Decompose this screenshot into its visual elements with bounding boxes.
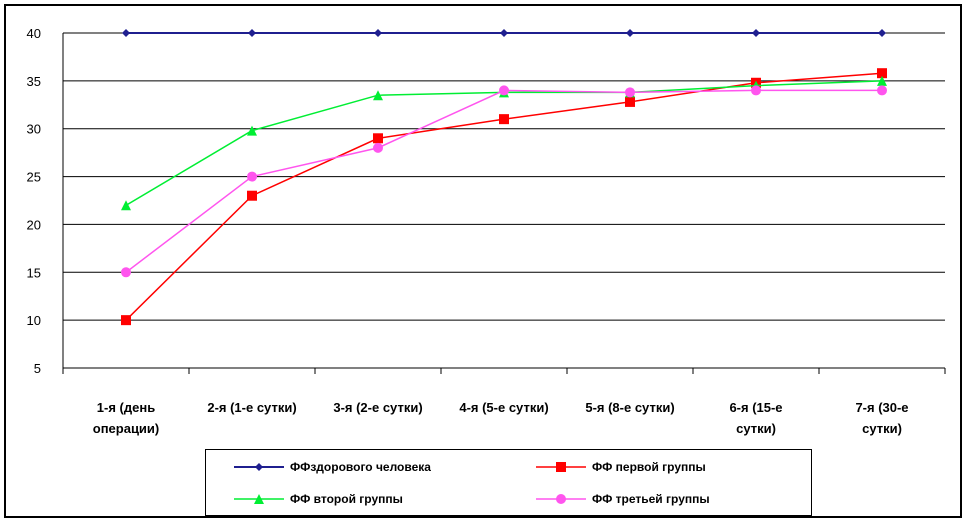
data-point [626,29,634,37]
legend-label-group3: ФФ третьей группы [592,492,710,506]
data-point [248,29,256,37]
x-tick-label: 4-я (5-е сутки) [459,400,548,415]
x-tick-label: 1-я (день операции) [93,400,160,436]
data-point [121,267,131,278]
data-point [373,90,383,101]
data-point [373,133,383,144]
chart-frame [4,4,962,518]
data-point [374,29,382,37]
data-point [499,114,509,125]
x-tick-label: 7-я (30-е сутки) [855,400,908,436]
x-tick-label: 3-я (2-е сутки) [333,400,422,415]
legend-item-group3: ФФ третьей группы [536,488,710,510]
data-point [625,96,635,107]
series-line [125,72,883,321]
y-tick-label: 25 [27,170,41,185]
legend-label-healthy: ФФздорового человека [290,460,431,474]
y-tick-label: 5 [34,361,41,376]
x-tick-label: 6-я (15-е сутки) [729,400,782,436]
data-point [877,75,887,86]
data-point [373,142,383,153]
legend-label-group1: ФФ первой группы [592,460,706,474]
legend-item-healthy: ФФздорового человека [234,456,431,478]
data-point [247,125,257,136]
data-point [499,85,509,96]
data-point [751,85,761,96]
legend-marker-group3 [536,494,586,504]
chart-legend: ФФздорового человека ФФ первой группы ФФ… [205,449,812,516]
y-tick-label: 35 [27,74,41,89]
data-point [625,87,635,98]
y-tick-label: 10 [27,313,41,328]
data-point [121,200,131,211]
y-tick-label: 15 [27,265,41,280]
legend-marker-group2 [234,494,284,504]
data-point [121,315,131,326]
x-tick-label: 5-я (8-е сутки) [585,400,674,415]
legend-marker-healthy [234,463,284,471]
legend-item-group2: ФФ второй группы [234,488,403,510]
y-tick-label: 20 [27,217,41,232]
y-tick-label: 40 [27,26,41,41]
data-point [877,85,887,96]
data-point [247,190,257,201]
legend-item-group1: ФФ первой группы [536,456,706,478]
legend-marker-group1 [536,462,586,472]
data-point [877,68,887,79]
data-point [247,171,257,182]
data-point [878,29,886,37]
x-tick-label: 2-я (1-е сутки) [207,400,296,415]
data-point [500,29,508,37]
data-point [752,29,760,37]
y-tick-label: 30 [27,122,41,137]
legend-label-group2: ФФ второй группы [290,492,403,506]
data-point [122,29,130,37]
